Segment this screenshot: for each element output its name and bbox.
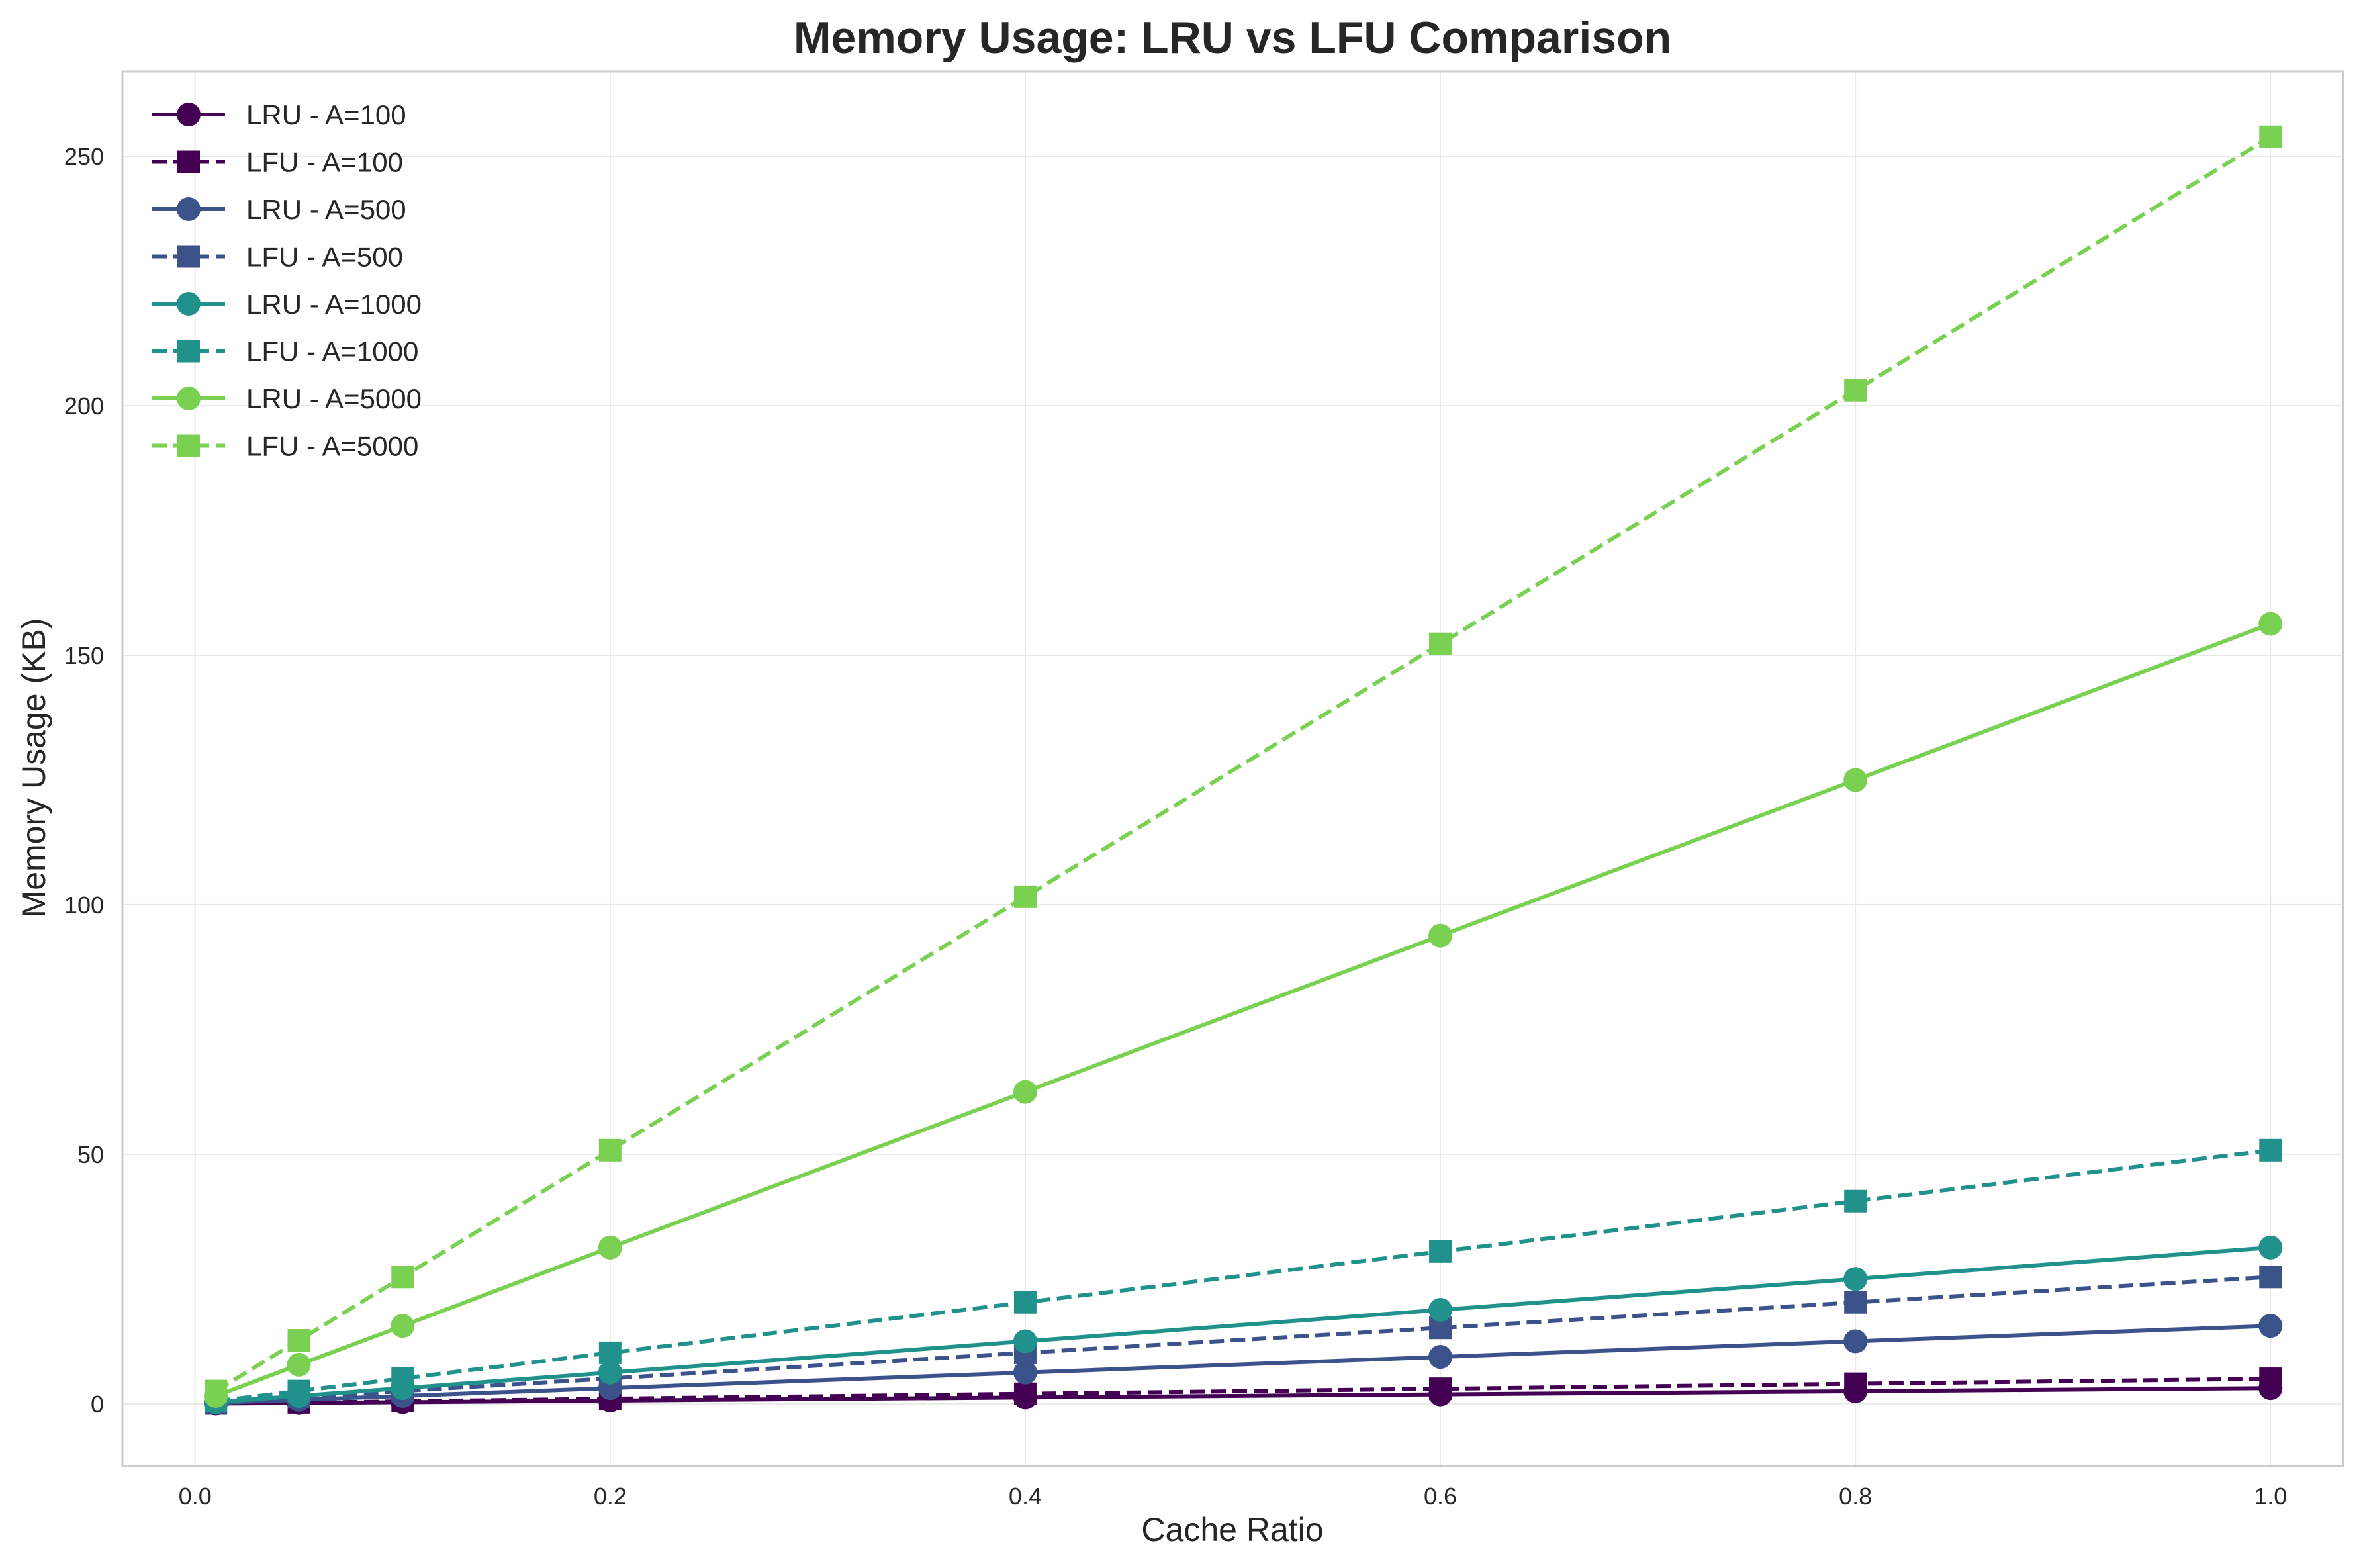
data-point bbox=[598, 1360, 622, 1385]
data-point bbox=[287, 1379, 310, 1403]
series-5 bbox=[205, 1138, 2282, 1412]
x-tick-label: 0.4 bbox=[1009, 1483, 1042, 1510]
legend-entry: LRU - A=1000 bbox=[152, 289, 422, 320]
tick-layer: 0.0 0.2 0.4 0.6 0.8 1.0 0 50 100 150 200 250 bbox=[64, 143, 2287, 1510]
data-point bbox=[1843, 768, 1868, 792]
legend-marker bbox=[177, 150, 200, 173]
legend-marker bbox=[177, 387, 201, 410]
series-line bbox=[214, 135, 2272, 1393]
data-point bbox=[1429, 1377, 1452, 1401]
series-line bbox=[216, 1377, 2271, 1406]
legend-entry: LFU - A=500 bbox=[152, 242, 403, 273]
x-tick-label: 0.0 bbox=[179, 1483, 212, 1510]
data-point bbox=[1013, 1291, 1037, 1314]
data-point bbox=[1429, 1240, 1452, 1263]
data-point bbox=[391, 1314, 415, 1338]
plot-frame bbox=[121, 70, 2344, 1467]
legend-label: LFU - A=1000 bbox=[246, 336, 418, 367]
data-point bbox=[287, 1329, 310, 1352]
x-tick-label: 0.2 bbox=[594, 1483, 627, 1510]
data-point bbox=[287, 1352, 311, 1377]
data-point bbox=[1428, 923, 1453, 948]
data-point bbox=[598, 1138, 622, 1162]
data-point bbox=[205, 1379, 228, 1403]
series-line bbox=[215, 1245, 2271, 1405]
data-point bbox=[1428, 1298, 1453, 1322]
data-point bbox=[2259, 1138, 2282, 1162]
x-tick-label: 0.8 bbox=[1839, 1483, 1872, 1510]
legend-label: LRU - A=5000 bbox=[246, 383, 422, 414]
data-point bbox=[1428, 1345, 1453, 1369]
series-line bbox=[216, 1386, 2271, 1406]
data-point bbox=[1844, 1189, 1867, 1213]
y-axis-label: Memory Usage (KB) bbox=[15, 618, 52, 918]
data-point bbox=[391, 1266, 414, 1289]
data-point bbox=[2259, 1367, 2282, 1391]
data-point bbox=[2258, 1235, 2283, 1260]
data-point bbox=[2259, 1266, 2282, 1289]
series-line bbox=[215, 1324, 2271, 1405]
data-point bbox=[1013, 885, 1037, 908]
data-point bbox=[1844, 1291, 1867, 1314]
x-tick-label: 1.0 bbox=[2254, 1483, 2287, 1510]
y-tick-label: 50 bbox=[77, 1141, 104, 1168]
legend-label: LFU - A=5000 bbox=[246, 431, 418, 462]
data-point bbox=[391, 1367, 414, 1390]
series-7 bbox=[205, 125, 2282, 1403]
series-line bbox=[215, 1275, 2271, 1405]
x-axis-label: Cache Ratio bbox=[1141, 1511, 1323, 1548]
x-tick-label: 0.6 bbox=[1424, 1483, 1457, 1510]
legend-entry: LFU - A=100 bbox=[152, 147, 403, 178]
series-line bbox=[215, 1148, 2271, 1403]
y-tick-label: 150 bbox=[64, 642, 104, 669]
data-point bbox=[1013, 1360, 1037, 1385]
chart-title: Memory Usage: LRU vs LFU Comparison bbox=[794, 13, 1671, 63]
legend-marker bbox=[177, 103, 201, 126]
data-point bbox=[2259, 125, 2282, 148]
legend-marker bbox=[177, 292, 201, 316]
data-point bbox=[1013, 1080, 1037, 1104]
y-tick-label: 250 bbox=[64, 143, 104, 170]
data-point bbox=[2258, 612, 2283, 636]
y-tick-label: 0 bbox=[91, 1391, 104, 1418]
legend-label: LRU - A=100 bbox=[246, 99, 406, 130]
legend-marker bbox=[177, 245, 200, 268]
legend-label: LFU - A=500 bbox=[246, 242, 403, 273]
series-line bbox=[215, 622, 2272, 1398]
data-point bbox=[2258, 1314, 2283, 1338]
legend-marker bbox=[177, 340, 200, 363]
data-point bbox=[1844, 379, 1867, 402]
y-tick-label: 100 bbox=[64, 892, 104, 919]
series-layer bbox=[204, 125, 2283, 1416]
legend-entry: LRU - A=100 bbox=[152, 99, 406, 130]
data-point bbox=[1013, 1382, 1037, 1405]
data-point bbox=[598, 1235, 622, 1260]
legend-label: LRU - A=1000 bbox=[246, 289, 422, 320]
legend-label: LFU - A=100 bbox=[246, 147, 403, 178]
legend-entry: LRU - A=5000 bbox=[152, 383, 422, 414]
legend-entry: LFU - A=5000 bbox=[152, 431, 418, 462]
legend-marker bbox=[177, 434, 200, 457]
data-point bbox=[1844, 1372, 1867, 1395]
legend-label: LRU - A=500 bbox=[246, 194, 406, 225]
legend: LRU - A=100 LFU - A=100 LRU - A=500 LFU - A… bbox=[152, 99, 422, 462]
data-point bbox=[598, 1341, 622, 1364]
y-tick-label: 200 bbox=[64, 392, 104, 420]
data-point bbox=[1013, 1329, 1037, 1354]
series-6 bbox=[204, 612, 2283, 1408]
legend-entry: LRU - A=500 bbox=[152, 194, 406, 225]
data-point bbox=[1843, 1329, 1868, 1354]
legend-marker bbox=[177, 197, 201, 221]
data-point bbox=[1429, 632, 1452, 655]
legend-entry: LFU - A=1000 bbox=[152, 336, 418, 367]
data-point bbox=[1843, 1267, 1868, 1291]
